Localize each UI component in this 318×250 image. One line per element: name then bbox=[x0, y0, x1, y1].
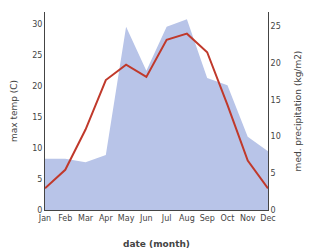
svg-text:date (month): date (month) bbox=[123, 239, 190, 249]
svg-text:0: 0 bbox=[37, 206, 42, 215]
svg-text:10: 10 bbox=[32, 144, 42, 153]
svg-text:Feb: Feb bbox=[58, 214, 72, 223]
svg-text:Jan: Jan bbox=[38, 214, 51, 223]
svg-text:25: 25 bbox=[32, 51, 42, 60]
svg-text:max temp (C): max temp (C) bbox=[9, 80, 19, 142]
svg-text:Aug: Aug bbox=[179, 214, 195, 223]
svg-text:med. precipitation (kg/m2): med. precipitation (kg/m2) bbox=[293, 51, 303, 172]
svg-text:Jul: Jul bbox=[161, 214, 172, 223]
svg-text:10: 10 bbox=[271, 132, 281, 141]
svg-text:Apr: Apr bbox=[99, 214, 114, 223]
svg-text:20: 20 bbox=[271, 59, 281, 68]
svg-text:5: 5 bbox=[37, 175, 42, 184]
svg-text:Mar: Mar bbox=[78, 214, 94, 223]
svg-text:15: 15 bbox=[271, 96, 281, 105]
svg-text:Dec: Dec bbox=[260, 214, 275, 223]
svg-text:Jun: Jun bbox=[139, 214, 153, 223]
svg-text:5: 5 bbox=[271, 169, 276, 178]
svg-text:15: 15 bbox=[32, 113, 42, 122]
svg-text:May: May bbox=[118, 214, 135, 223]
svg-text:20: 20 bbox=[32, 82, 42, 91]
svg-text:Sep: Sep bbox=[200, 214, 215, 223]
svg-text:Oct: Oct bbox=[221, 214, 235, 223]
svg-text:0: 0 bbox=[271, 206, 276, 215]
svg-text:30: 30 bbox=[32, 20, 42, 29]
svg-text:Nov: Nov bbox=[240, 214, 256, 223]
svg-text:25: 25 bbox=[271, 22, 281, 31]
